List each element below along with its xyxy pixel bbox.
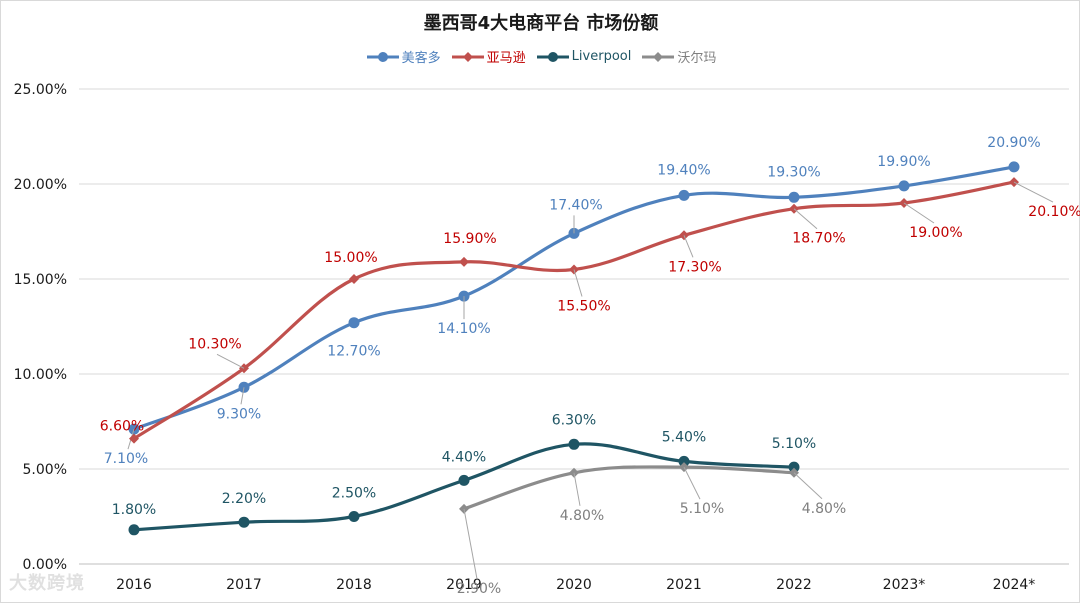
leader-line (240, 387, 245, 405)
data-point (349, 274, 359, 284)
y-tick-label: 5.00% (23, 462, 67, 478)
data-point (788, 191, 800, 203)
data-point (788, 461, 800, 473)
legend-label: 美客多 (401, 51, 441, 66)
data-point (678, 189, 690, 201)
data-label: 15.50% (557, 299, 610, 315)
data-label: 19.40% (657, 162, 710, 178)
legend-swatch (642, 51, 675, 62)
legend-item: 亚马逊 (451, 47, 526, 66)
legend-swatch (451, 51, 484, 62)
data-label: 6.60% (100, 419, 144, 435)
data-point (459, 256, 469, 267)
x-tick-label: 2024* (993, 577, 1036, 593)
y-tick-label: 25.00% (14, 82, 67, 98)
data-label: 1.80% (112, 502, 156, 518)
legend-label: Liverpool (571, 49, 632, 64)
data-point (238, 516, 250, 528)
data-point (128, 524, 140, 536)
x-tick-label: 2016 (116, 577, 152, 593)
data-point (348, 511, 360, 522)
x-tick-label: 2018 (336, 577, 372, 593)
leader-line (1013, 181, 1054, 203)
data-label: 6.30% (552, 412, 596, 428)
chart-title: 墨西哥4大电商平台 市场份额 (423, 13, 659, 34)
x-tick-label: 2023* (883, 577, 926, 593)
data-label: 19.00% (909, 225, 962, 241)
leader-line (683, 466, 701, 500)
data-point (458, 474, 470, 486)
data-label: 17.40% (549, 197, 602, 213)
data-label: 5.40% (662, 429, 706, 445)
data-label: 2.20% (222, 491, 266, 507)
leader-line (793, 208, 818, 230)
leader-line (683, 235, 694, 258)
leader-line (216, 353, 245, 369)
data-label: 18.70% (792, 231, 845, 247)
x-tick-label: 2020 (556, 577, 592, 593)
data-label: 5.10% (772, 436, 816, 452)
data-label: 20.90% (987, 135, 1040, 151)
data-label: 7.10% (104, 451, 148, 467)
watermark: 大数跨境 (9, 573, 85, 594)
data-label: 2.90% (457, 581, 501, 597)
data-label: 5.10% (680, 501, 724, 517)
data-label: 12.70% (327, 344, 380, 360)
data-label: 9.30% (217, 406, 261, 422)
data-label: 2.50% (332, 486, 376, 502)
leader-line (463, 508, 478, 579)
y-tick-label: 10.00% (14, 367, 67, 383)
leader-line (903, 202, 935, 224)
data-point (348, 317, 360, 329)
data-label: 15.00% (324, 250, 377, 266)
data-point (678, 455, 690, 467)
leader-line (793, 472, 823, 500)
y-tick-label: 15.00% (14, 272, 67, 288)
data-label: 4.80% (560, 508, 604, 524)
data-label: 20.10% (1028, 204, 1080, 220)
data-label: 17.30% (668, 259, 721, 275)
legend-item: 美客多 (366, 47, 441, 66)
x-tick-label: 2022 (776, 577, 812, 593)
legend: 美客多 亚马逊 Liverpool 沃尔玛 (1, 47, 1080, 66)
data-label: 19.30% (767, 164, 820, 180)
leader-line (573, 472, 581, 506)
legend-swatch (366, 51, 399, 62)
data-point (568, 438, 580, 450)
data-label: 4.80% (802, 501, 846, 517)
x-tick-label: 2017 (226, 577, 262, 593)
legend-label: 沃尔玛 (677, 51, 717, 66)
leader-line (573, 269, 583, 297)
series-line (133, 180, 1015, 440)
data-label: 4.40% (442, 449, 486, 465)
data-label: 14.10% (437, 321, 490, 337)
data-point (1008, 161, 1020, 173)
data-point (898, 180, 910, 192)
legend-swatch (536, 51, 569, 62)
y-tick-label: 0.00% (23, 557, 67, 573)
data-point (129, 433, 139, 444)
series-line (463, 465, 795, 511)
data-label: 19.90% (877, 154, 930, 170)
legend-item: Liverpool (536, 47, 632, 66)
legend-label: 亚马逊 (486, 51, 526, 66)
x-tick-label: 2021 (666, 577, 702, 593)
x-tick-label: 2019 (446, 577, 482, 593)
legend-item: 沃尔玛 (641, 47, 716, 66)
data-label: 10.30% (188, 336, 241, 352)
y-tick-label: 20.00% (14, 177, 67, 193)
data-label: 15.90% (443, 231, 496, 247)
